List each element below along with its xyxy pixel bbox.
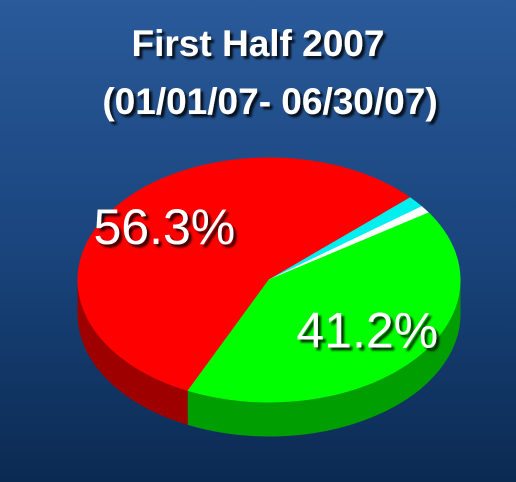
data-label: 56.3% (93, 199, 235, 255)
chart-title: First Half 2007 (132, 23, 385, 64)
slice (77, 157, 412, 392)
data-label: 41.2% (296, 302, 438, 358)
slice (187, 212, 461, 403)
chart-subtitle: (01/01/07- 06/30/07) (102, 81, 437, 122)
